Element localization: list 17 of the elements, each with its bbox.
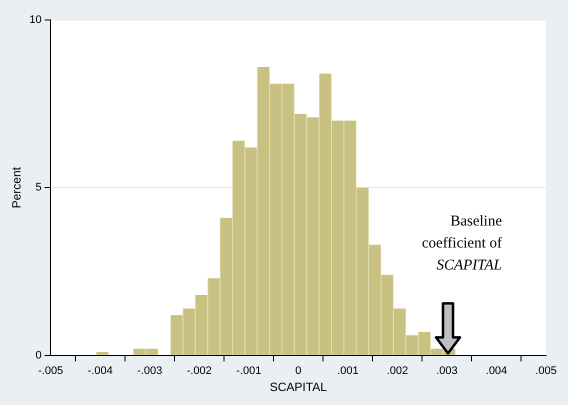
y-axis-title: Percent <box>10 166 24 208</box>
x-tick-label: -.002 <box>186 365 212 378</box>
x-tick-label: .005 <box>535 365 557 378</box>
x-tick-label: 0 <box>295 365 302 378</box>
x-tick-label: .003 <box>436 365 458 378</box>
x-tick-label: .001 <box>337 365 359 378</box>
x-axis-title: SCAPITAL <box>270 380 328 394</box>
x-tick-label: -.001 <box>236 365 262 378</box>
x-tick-label: -.005 <box>38 365 64 378</box>
x-tick-label: .004 <box>486 365 508 378</box>
x-tick-label: -.004 <box>88 365 113 378</box>
y-tick-label: 0 <box>36 349 42 362</box>
x-tick-label: .002 <box>386 365 408 378</box>
y-tick-label: 5 <box>36 182 42 194</box>
annotation: Baseline coefficient of SCAPITAL <box>422 213 502 274</box>
y-tick-label: 10 <box>29 14 42 26</box>
x-tick-label: -.003 <box>137 365 162 378</box>
